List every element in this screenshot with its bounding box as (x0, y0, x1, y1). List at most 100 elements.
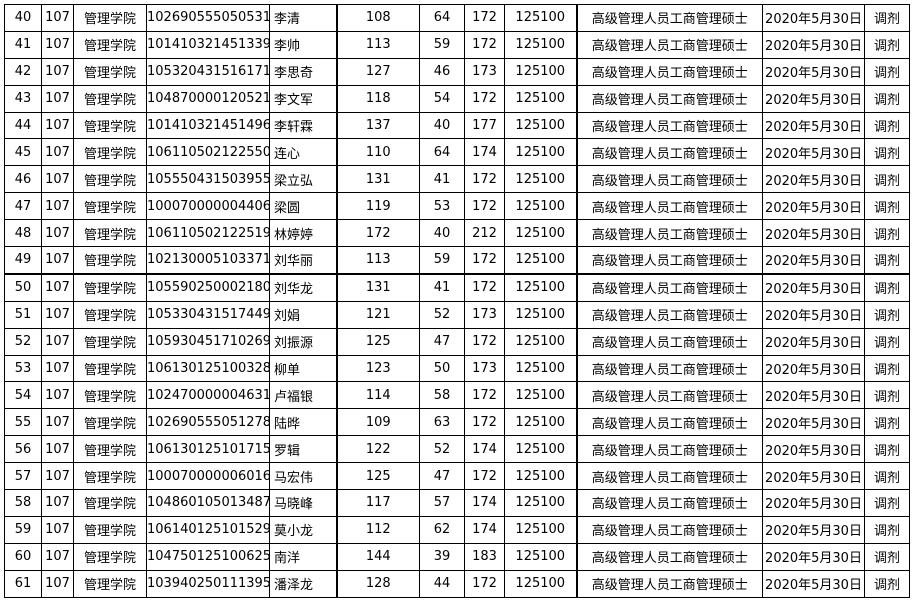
college-name-cell: 管理学院 (73, 327, 147, 356)
status-cell: 调剂 (864, 219, 910, 248)
college-code-cell: 107 (41, 246, 74, 275)
table-row: 52 107 管理学院 105930451710269 刘振源 125 47 172 12510… (4, 327, 910, 356)
score-2-cell: 53 (419, 192, 465, 221)
date-cell: 2020年5月30日 (762, 435, 865, 464)
score-2-cell: 52 (419, 435, 465, 464)
major-code-cell: 125100 (504, 246, 577, 275)
college-code-cell: 107 (41, 462, 74, 491)
row-number-cell: 59 (4, 515, 42, 544)
candidate-id-cell: 106140125101529 (146, 515, 270, 544)
score-1-cell: 113 (335, 30, 420, 59)
score-1-cell: 121 (335, 300, 420, 329)
total-score-cell: 172 (464, 272, 505, 302)
candidate-id-cell: 106130125100328 (146, 354, 270, 383)
major-code-cell: 125100 (504, 272, 577, 302)
total-score-cell: 172 (464, 192, 505, 221)
candidate-id-cell: 105930451710269 (146, 327, 270, 356)
candidate-id-cell: 103940250111395 (146, 569, 270, 598)
college-name-cell: 管理学院 (73, 408, 147, 437)
status-cell: 调剂 (864, 435, 910, 464)
table-row: 59 107 管理学院 106140125101529 莫小龙 112 62 174 12510… (4, 515, 910, 544)
major-name-cell: 高级管理人员工商管理硕士 (575, 381, 763, 410)
college-name-cell: 管理学院 (73, 542, 147, 571)
status-cell: 调剂 (864, 30, 910, 59)
score-2-cell: 47 (419, 462, 465, 491)
college-name-cell: 管理学院 (73, 30, 147, 59)
date-cell: 2020年5月30日 (762, 219, 865, 248)
college-name-cell: 管理学院 (73, 489, 147, 517)
date-cell: 2020年5月30日 (762, 84, 865, 113)
major-code-cell: 125100 (504, 408, 577, 437)
candidate-id-cell: 105550431503955 (146, 165, 270, 194)
status-cell: 调剂 (864, 4, 910, 32)
college-code-cell: 107 (41, 542, 74, 571)
major-name-cell: 高级管理人员工商管理硕士 (575, 569, 763, 598)
college-name-cell: 管理学院 (73, 381, 147, 410)
total-score-cell: 173 (464, 354, 505, 383)
major-code-cell: 125100 (504, 327, 577, 356)
row-number-cell: 45 (4, 138, 42, 167)
date-cell: 2020年5月30日 (762, 327, 865, 356)
score-1-cell: 108 (335, 4, 420, 32)
score-2-cell: 41 (419, 165, 465, 194)
candidate-id-cell: 106110502122519 (146, 219, 270, 248)
college-code-cell: 107 (41, 569, 74, 598)
total-score-cell: 177 (464, 111, 505, 140)
college-code-cell: 107 (41, 300, 74, 329)
table-row: 43 107 管理学院 104870000120521 李文军 118 54 172 12510… (4, 84, 910, 113)
candidate-name-cell: 李清 (269, 4, 337, 32)
table-row: 47 107 管理学院 100070000004406 梁圆 119 53 172 125100… (4, 192, 910, 221)
score-1-cell: 112 (335, 515, 420, 544)
status-cell: 调剂 (864, 300, 910, 329)
college-name-cell: 管理学院 (73, 219, 147, 248)
total-score-cell: 172 (464, 165, 505, 194)
college-code-cell: 107 (41, 354, 74, 383)
major-code-cell: 125100 (504, 111, 577, 140)
candidate-name-cell: 潘泽龙 (269, 569, 337, 598)
status-cell: 调剂 (864, 381, 910, 410)
table-row: 46 107 管理学院 105550431503955 梁立弘 131 41 172 12510… (4, 165, 910, 194)
college-code-cell: 107 (41, 30, 74, 59)
score-1-cell: 119 (335, 192, 420, 221)
table-row: 48 107 管理学院 106110502122519 林婷婷 172 40 212 12510… (4, 219, 910, 248)
status-cell: 调剂 (864, 246, 910, 275)
score-2-cell: 41 (419, 272, 465, 302)
major-code-cell: 125100 (504, 435, 577, 464)
candidate-id-cell: 104870000120521 (146, 84, 270, 113)
major-code-cell: 125100 (504, 30, 577, 59)
candidate-id-cell: 105590250002180 (146, 272, 270, 302)
date-cell: 2020年5月30日 (762, 381, 865, 410)
total-score-cell: 174 (464, 489, 505, 517)
status-cell: 调剂 (864, 192, 910, 221)
table-row: 44 107 管理学院 101410321451496 李轩霖 137 40 177 12510… (4, 111, 910, 140)
total-score-cell: 173 (464, 57, 505, 86)
college-name-cell: 管理学院 (73, 435, 147, 464)
date-cell: 2020年5月30日 (762, 354, 865, 383)
status-cell: 调剂 (864, 138, 910, 167)
total-score-cell: 172 (464, 327, 505, 356)
total-score-cell: 174 (464, 138, 505, 167)
candidate-name-cell: 刘振源 (269, 327, 337, 356)
table-row: 40 107 管理学院 102690555050531 李清 108 64 172 125100… (4, 4, 910, 32)
status-cell: 调剂 (864, 569, 910, 598)
major-name-cell: 高级管理人员工商管理硕士 (575, 84, 763, 113)
score-1-cell: 118 (335, 84, 420, 113)
candidate-id-cell: 106130125101715 (146, 435, 270, 464)
candidate-name-cell: 李文军 (269, 84, 337, 113)
total-score-cell: 174 (464, 515, 505, 544)
date-cell: 2020年5月30日 (762, 462, 865, 491)
candidate-name-cell: 刘华丽 (269, 246, 337, 275)
date-cell: 2020年5月30日 (762, 4, 865, 32)
candidate-id-cell: 100070000006016 (146, 462, 270, 491)
row-number-cell: 61 (4, 569, 42, 598)
score-2-cell: 39 (419, 542, 465, 571)
row-number-cell: 50 (4, 272, 42, 302)
college-code-cell: 107 (41, 219, 74, 248)
college-name-cell: 管理学院 (73, 569, 147, 598)
major-name-cell: 高级管理人员工商管理硕士 (575, 435, 763, 464)
score-1-cell: 125 (335, 327, 420, 356)
row-number-cell: 55 (4, 408, 42, 437)
status-cell: 调剂 (864, 542, 910, 571)
score-1-cell: 125 (335, 462, 420, 491)
candidate-id-cell: 102470000004631 (146, 381, 270, 410)
